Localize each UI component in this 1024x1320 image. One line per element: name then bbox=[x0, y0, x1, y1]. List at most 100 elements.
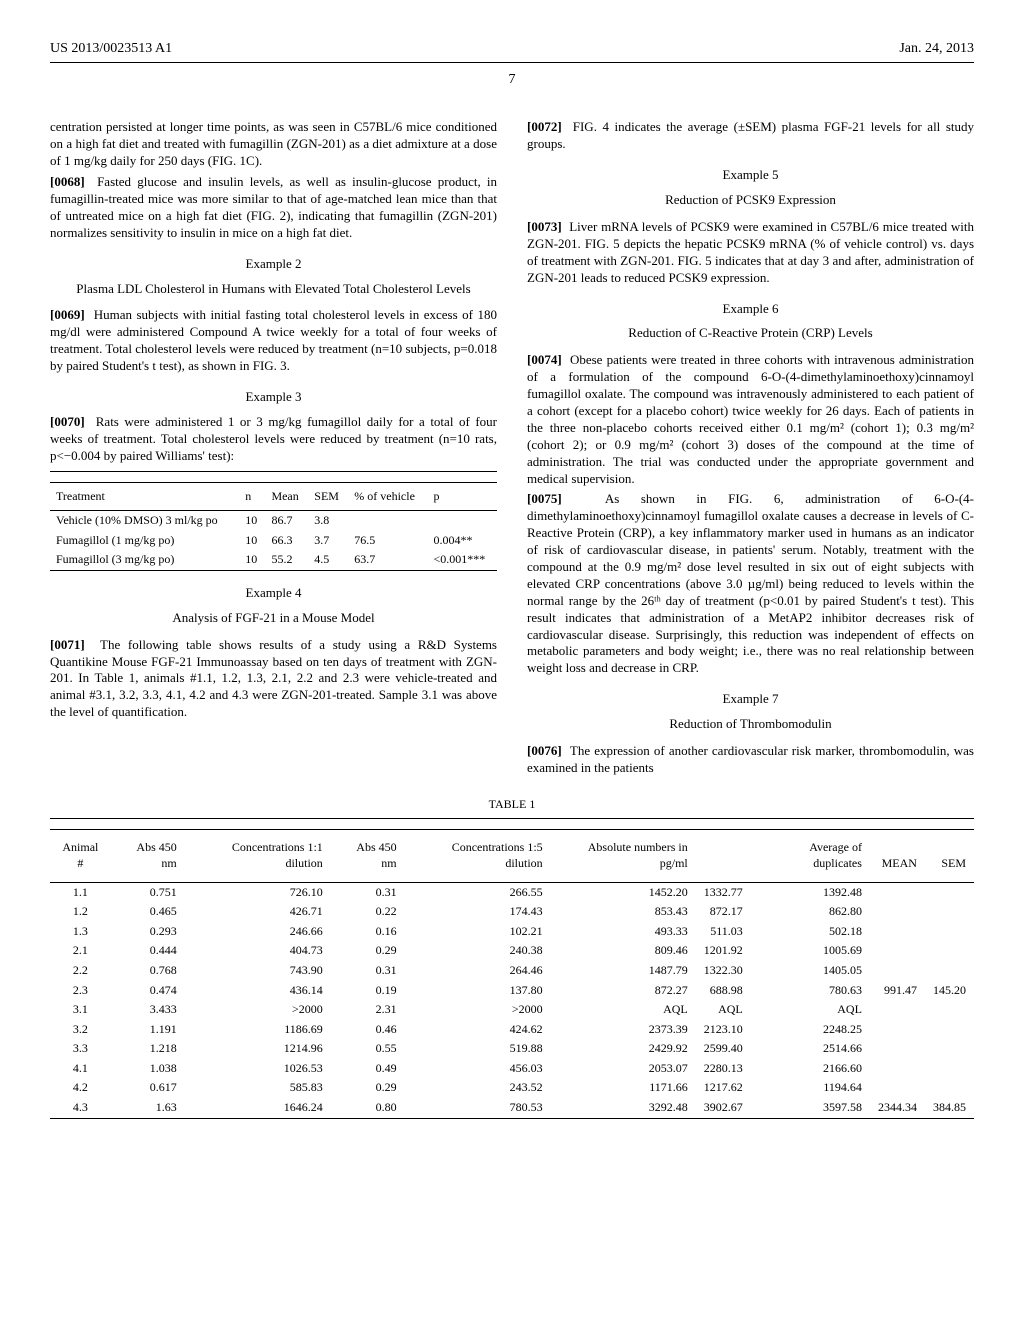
table-cell: 0.474 bbox=[111, 981, 185, 1001]
para-num: [0069] bbox=[50, 307, 85, 322]
table-cell: 1217.62 bbox=[696, 1078, 751, 1098]
table-cell: 3.433 bbox=[111, 1000, 185, 1020]
para-num: [0074] bbox=[527, 352, 562, 367]
table-cell: 1005.69 bbox=[751, 941, 870, 961]
example-5-heading: Example 5 bbox=[527, 167, 974, 184]
table-cell bbox=[870, 1000, 925, 1020]
pub-date: Jan. 24, 2013 bbox=[899, 40, 974, 58]
table-cell: 436.14 bbox=[185, 981, 331, 1001]
table-cell: 137.80 bbox=[405, 981, 551, 1001]
table-cell: 991.47 bbox=[870, 981, 925, 1001]
para-num: [0073] bbox=[527, 219, 562, 234]
table-cell: 2.3 bbox=[50, 981, 111, 1001]
cholesterol-table: TreatmentnMeanSEM% of vehiclep Vehicle (… bbox=[50, 482, 497, 571]
para-0072: [0072] FIG. 4 indicates the average (±SE… bbox=[527, 119, 974, 153]
table-cell: 264.46 bbox=[405, 961, 551, 981]
pub-number: US 2013/0023513 A1 bbox=[50, 40, 172, 58]
table-cell: Vehicle (10% DMSO) 3 ml/kg po bbox=[50, 511, 239, 531]
table-cell: 1322.30 bbox=[696, 961, 751, 981]
para-num: [0071] bbox=[50, 637, 85, 652]
para-0076: [0076] The expression of another cardiov… bbox=[527, 743, 974, 777]
table-cell: 502.18 bbox=[751, 922, 870, 942]
table-cell bbox=[870, 1059, 925, 1079]
table-row: 1.20.465426.710.22174.43853.43872.17862.… bbox=[50, 902, 974, 922]
para-num: [0076] bbox=[527, 743, 562, 758]
table-header: Mean bbox=[265, 482, 308, 511]
example-5-sub: Reduction of PCSK9 Expression bbox=[527, 192, 974, 209]
table-cell: 1646.24 bbox=[185, 1098, 331, 1118]
table-cell: 384.85 bbox=[925, 1098, 974, 1118]
table-header: Average of duplicates bbox=[751, 830, 870, 882]
table-cell: 2599.40 bbox=[696, 1039, 751, 1059]
table-cell: 872.17 bbox=[696, 902, 751, 922]
table-cell bbox=[348, 511, 427, 531]
table-cell: 2514.66 bbox=[751, 1039, 870, 1059]
table-cell: <0.001*** bbox=[427, 550, 497, 570]
table-cell: 174.43 bbox=[405, 902, 551, 922]
table-cell: 0.49 bbox=[331, 1059, 405, 1079]
table-cell: 1186.69 bbox=[185, 1020, 331, 1040]
table-cell: 10 bbox=[239, 550, 265, 570]
table-cell bbox=[870, 882, 925, 902]
table-cell: 1214.96 bbox=[185, 1039, 331, 1059]
para-num: [0070] bbox=[50, 414, 85, 429]
table-cell: 0.465 bbox=[111, 902, 185, 922]
table-cell: AQL bbox=[551, 1000, 696, 1020]
table-cell: 3.8 bbox=[308, 511, 348, 531]
table-header: SEM bbox=[925, 830, 974, 882]
table-cell: 3.2 bbox=[50, 1020, 111, 1040]
table-cell bbox=[925, 941, 974, 961]
table-cell: 1405.05 bbox=[751, 961, 870, 981]
table-cell: 0.46 bbox=[331, 1020, 405, 1040]
table-header: MEAN bbox=[870, 830, 925, 882]
table-cell: 0.31 bbox=[331, 961, 405, 981]
table-cell bbox=[870, 1039, 925, 1059]
table-row: Fumagillol (1 mg/kg po)1066.33.776.50.00… bbox=[50, 531, 497, 551]
table-header bbox=[696, 830, 751, 882]
table-cell: 1201.92 bbox=[696, 941, 751, 961]
small-table-top-rule bbox=[50, 471, 497, 472]
table-cell: 1.2 bbox=[50, 902, 111, 922]
right-column: [0072] FIG. 4 indicates the average (±SE… bbox=[527, 119, 974, 780]
para-cont: centration persisted at longer time poin… bbox=[50, 119, 497, 170]
table-row: 1.30.293246.660.16102.21493.33511.03502.… bbox=[50, 922, 974, 942]
table-cell bbox=[870, 902, 925, 922]
table-cell: 3.7 bbox=[308, 531, 348, 551]
table-cell: 0.617 bbox=[111, 1078, 185, 1098]
header-rule bbox=[50, 62, 974, 63]
table-row: 3.13.433>20002.31>2000AQLAQLAQL bbox=[50, 1000, 974, 1020]
table-row: 3.31.2181214.960.55519.882429.922599.402… bbox=[50, 1039, 974, 1059]
para-0073: [0073] Liver mRNA levels of PCSK9 were e… bbox=[527, 219, 974, 287]
table-cell: AQL bbox=[696, 1000, 751, 1020]
page-header: US 2013/0023513 A1 Jan. 24, 2013 bbox=[50, 40, 974, 58]
table-cell: 1171.66 bbox=[551, 1078, 696, 1098]
table-cell: 0.768 bbox=[111, 961, 185, 981]
para-num: [0068] bbox=[50, 174, 85, 189]
table-cell: 2429.92 bbox=[551, 1039, 696, 1059]
table-cell: AQL bbox=[751, 1000, 870, 1020]
table-cell: 3.3 bbox=[50, 1039, 111, 1059]
table-cell: 1.038 bbox=[111, 1059, 185, 1079]
table-cell: 0.55 bbox=[331, 1039, 405, 1059]
table-cell: 0.004** bbox=[427, 531, 497, 551]
table-cell: 2.31 bbox=[331, 1000, 405, 1020]
table-cell: 1.191 bbox=[111, 1020, 185, 1040]
para-0075: [0075] As shown in FIG. 6, administratio… bbox=[527, 491, 974, 677]
table-1-caption: TABLE 1 bbox=[50, 797, 974, 813]
table-cell: 726.10 bbox=[185, 882, 331, 902]
table-row: Vehicle (10% DMSO) 3 ml/kg po1086.73.8 bbox=[50, 511, 497, 531]
table-cell: 3902.67 bbox=[696, 1098, 751, 1118]
table-cell: 493.33 bbox=[551, 922, 696, 942]
table-cell: 585.83 bbox=[185, 1078, 331, 1098]
table-cell: 2344.34 bbox=[870, 1098, 925, 1118]
table-cell: 1194.64 bbox=[751, 1078, 870, 1098]
table-cell: >2000 bbox=[405, 1000, 551, 1020]
table-cell: 243.52 bbox=[405, 1078, 551, 1098]
table-cell bbox=[427, 511, 497, 531]
table-cell: 145.20 bbox=[925, 981, 974, 1001]
table-cell: 424.62 bbox=[405, 1020, 551, 1040]
table-cell bbox=[925, 961, 974, 981]
table-cell bbox=[925, 1078, 974, 1098]
table-1-top-rule bbox=[50, 818, 974, 819]
table-cell: 519.88 bbox=[405, 1039, 551, 1059]
